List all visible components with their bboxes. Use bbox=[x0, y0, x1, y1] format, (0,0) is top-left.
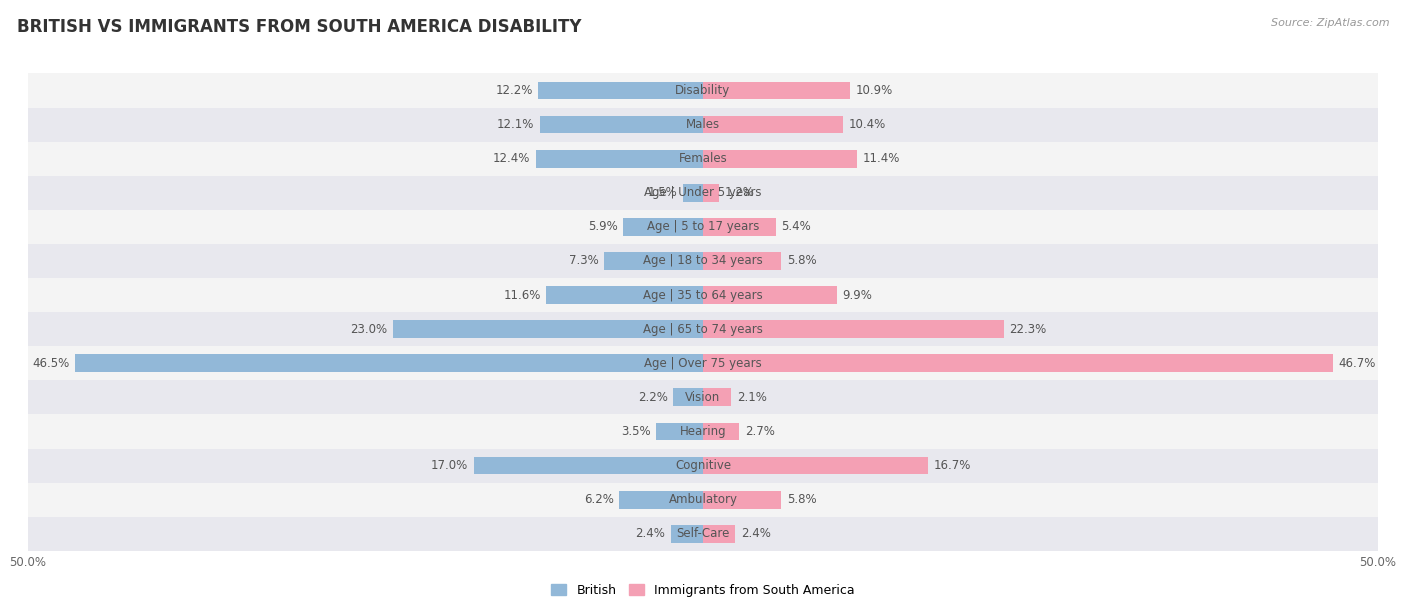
Text: 12.2%: 12.2% bbox=[495, 84, 533, 97]
Text: 3.5%: 3.5% bbox=[620, 425, 651, 438]
Bar bbox=[28, 244, 1378, 278]
Text: Vision: Vision bbox=[685, 391, 721, 404]
Bar bbox=[474, 457, 703, 474]
Text: 11.4%: 11.4% bbox=[862, 152, 900, 165]
Text: 5.4%: 5.4% bbox=[782, 220, 811, 233]
Text: 22.3%: 22.3% bbox=[1010, 323, 1046, 335]
Bar bbox=[703, 320, 1004, 338]
Bar bbox=[536, 150, 703, 168]
Text: Source: ZipAtlas.com: Source: ZipAtlas.com bbox=[1271, 18, 1389, 28]
Text: Cognitive: Cognitive bbox=[675, 459, 731, 472]
Bar bbox=[703, 389, 731, 406]
Text: 12.1%: 12.1% bbox=[496, 118, 534, 131]
Bar bbox=[28, 346, 1378, 380]
Text: 2.2%: 2.2% bbox=[638, 391, 668, 404]
Bar bbox=[538, 81, 703, 99]
Bar bbox=[28, 483, 1378, 517]
Bar bbox=[703, 354, 1333, 372]
Bar bbox=[703, 81, 851, 99]
Text: 9.9%: 9.9% bbox=[842, 289, 872, 302]
Text: 10.9%: 10.9% bbox=[855, 84, 893, 97]
Text: 10.4%: 10.4% bbox=[849, 118, 886, 131]
Text: 17.0%: 17.0% bbox=[430, 459, 468, 472]
Bar bbox=[703, 286, 837, 304]
Bar bbox=[28, 414, 1378, 449]
Bar bbox=[28, 210, 1378, 244]
Text: Age | Over 75 years: Age | Over 75 years bbox=[644, 357, 762, 370]
Bar bbox=[673, 389, 703, 406]
Bar bbox=[28, 141, 1378, 176]
Text: 2.7%: 2.7% bbox=[745, 425, 775, 438]
Text: Males: Males bbox=[686, 118, 720, 131]
Bar bbox=[671, 525, 703, 543]
Bar bbox=[703, 491, 782, 509]
Text: Age | 35 to 64 years: Age | 35 to 64 years bbox=[643, 289, 763, 302]
Text: 11.6%: 11.6% bbox=[503, 289, 541, 302]
Bar bbox=[28, 517, 1378, 551]
Bar bbox=[703, 457, 928, 474]
Legend: British, Immigrants from South America: British, Immigrants from South America bbox=[547, 579, 859, 602]
Text: 16.7%: 16.7% bbox=[934, 459, 972, 472]
Bar bbox=[703, 116, 844, 133]
Bar bbox=[28, 176, 1378, 210]
Bar bbox=[28, 312, 1378, 346]
Text: 2.4%: 2.4% bbox=[741, 528, 770, 540]
Text: Age | Under 5 years: Age | Under 5 years bbox=[644, 186, 762, 200]
Bar bbox=[623, 218, 703, 236]
Text: 5.8%: 5.8% bbox=[787, 493, 817, 506]
Bar bbox=[619, 491, 703, 509]
Text: 7.3%: 7.3% bbox=[569, 255, 599, 267]
Text: 1.5%: 1.5% bbox=[648, 186, 678, 200]
Bar bbox=[547, 286, 703, 304]
Text: Disability: Disability bbox=[675, 84, 731, 97]
Text: 6.2%: 6.2% bbox=[583, 493, 614, 506]
Text: Females: Females bbox=[679, 152, 727, 165]
Text: 2.4%: 2.4% bbox=[636, 528, 665, 540]
Text: 5.9%: 5.9% bbox=[588, 220, 619, 233]
Text: 23.0%: 23.0% bbox=[350, 323, 387, 335]
Bar bbox=[703, 423, 740, 440]
Text: Hearing: Hearing bbox=[679, 425, 727, 438]
Text: 2.1%: 2.1% bbox=[737, 391, 766, 404]
Bar bbox=[703, 184, 720, 201]
Text: 46.5%: 46.5% bbox=[32, 357, 70, 370]
Text: Age | 18 to 34 years: Age | 18 to 34 years bbox=[643, 255, 763, 267]
Text: 1.2%: 1.2% bbox=[724, 186, 755, 200]
Text: Age | 65 to 74 years: Age | 65 to 74 years bbox=[643, 323, 763, 335]
Bar bbox=[540, 116, 703, 133]
Bar bbox=[683, 184, 703, 201]
Text: 12.4%: 12.4% bbox=[494, 152, 530, 165]
Bar bbox=[76, 354, 703, 372]
Text: BRITISH VS IMMIGRANTS FROM SOUTH AMERICA DISABILITY: BRITISH VS IMMIGRANTS FROM SOUTH AMERICA… bbox=[17, 18, 581, 36]
Bar bbox=[28, 108, 1378, 141]
Bar bbox=[605, 252, 703, 270]
Bar bbox=[28, 449, 1378, 483]
Bar bbox=[703, 150, 856, 168]
Bar bbox=[703, 218, 776, 236]
Text: Self-Care: Self-Care bbox=[676, 528, 730, 540]
Text: 46.7%: 46.7% bbox=[1339, 357, 1376, 370]
Bar bbox=[703, 525, 735, 543]
Bar bbox=[28, 380, 1378, 414]
Text: 5.8%: 5.8% bbox=[787, 255, 817, 267]
Text: Age | 5 to 17 years: Age | 5 to 17 years bbox=[647, 220, 759, 233]
Bar bbox=[28, 278, 1378, 312]
Text: Ambulatory: Ambulatory bbox=[668, 493, 738, 506]
Bar bbox=[655, 423, 703, 440]
Bar bbox=[392, 320, 703, 338]
Bar bbox=[703, 252, 782, 270]
Bar bbox=[28, 73, 1378, 108]
